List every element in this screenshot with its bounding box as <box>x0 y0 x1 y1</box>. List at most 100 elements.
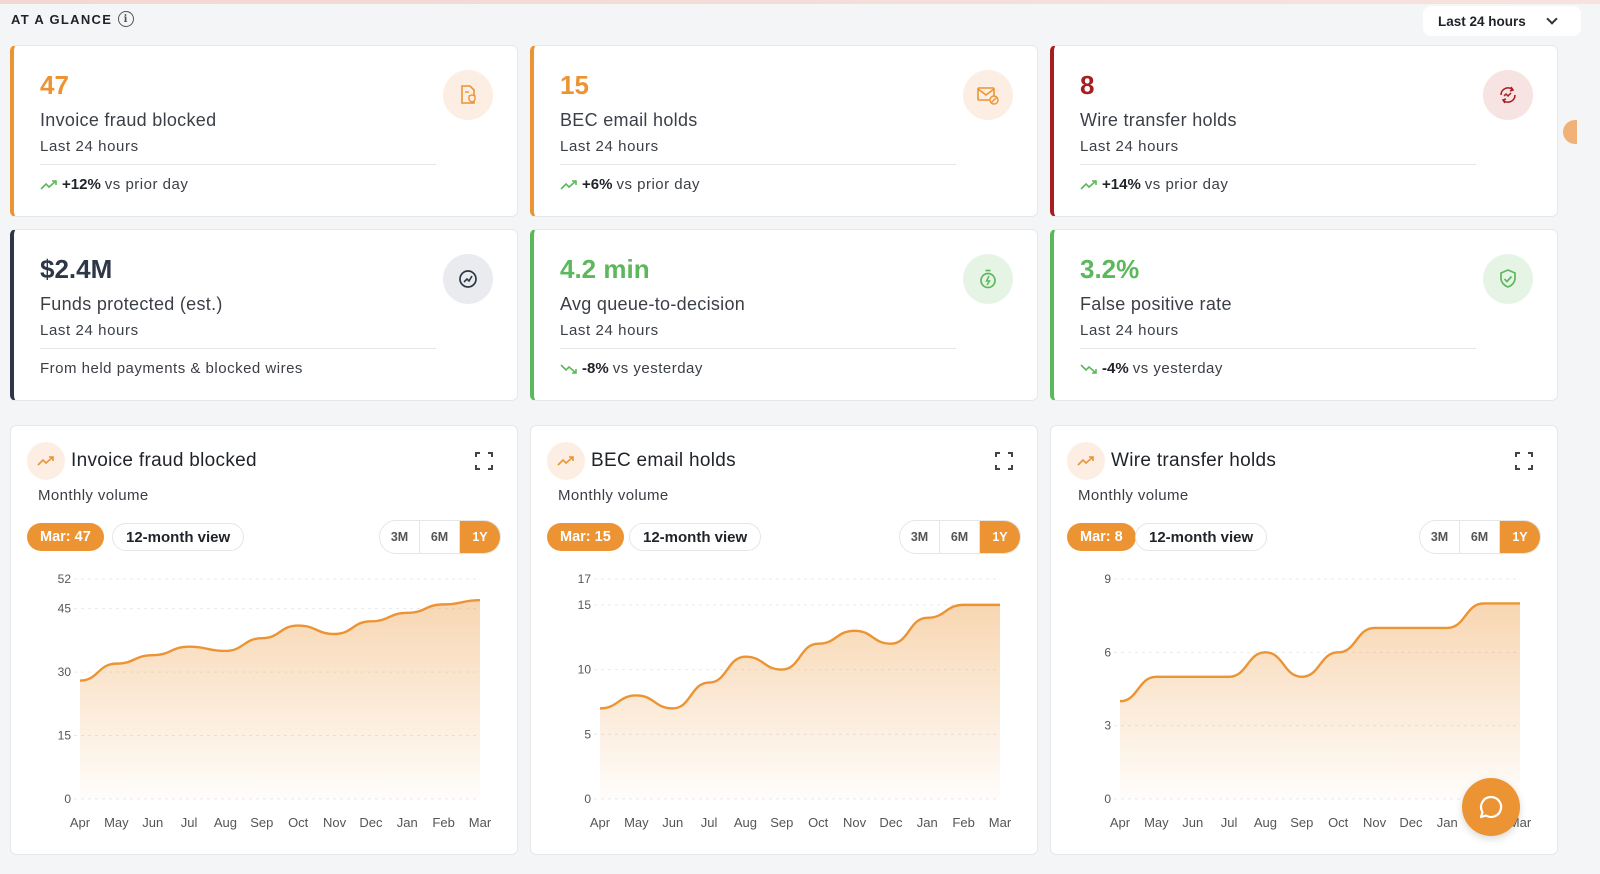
range-toggle: 3M 6M 1Y <box>1419 520 1541 554</box>
kpi-value: 8 <box>1080 70 1095 100</box>
trend-down-icon <box>1080 363 1097 374</box>
area-chart: 0369AprMayJunJulAugSepOctNovDecJanFebMar <box>1104 572 1532 830</box>
kpi-card-invoice-fraud[interactable]: 47 Invoice fraud blocked Last 24 hours +… <box>10 45 518 217</box>
view-pill: 12-month view <box>1135 523 1268 551</box>
chart-subtitle: Monthly volume <box>38 487 149 504</box>
divider <box>40 164 436 165</box>
kpi-value: 47 <box>40 70 69 100</box>
expand-icon[interactable] <box>1515 452 1533 470</box>
range-1y-button[interactable]: 1Y <box>1500 521 1540 553</box>
y-tick-label: 45 <box>58 602 72 616</box>
kpi-change: -8% <box>582 360 609 377</box>
trend-down-icon <box>560 363 577 374</box>
x-tick-label: Apr <box>590 815 611 830</box>
section-title-text: AT A GLANCE <box>11 11 113 27</box>
x-tick-label: Aug <box>214 815 237 830</box>
kpi-label: Funds protected (est.) <box>40 294 223 314</box>
x-tick-label: Nov <box>323 815 347 830</box>
kpi-period: Last 24 hours <box>560 322 659 339</box>
transfer-refresh-icon <box>1483 70 1533 120</box>
expand-icon[interactable] <box>995 452 1013 470</box>
y-tick-label: 17 <box>578 572 592 586</box>
y-tick-label: 15 <box>58 729 72 743</box>
trend-up-icon <box>1067 442 1105 480</box>
kpi-trend: +12% vs prior day <box>40 176 188 193</box>
range-1y-button[interactable]: 1Y <box>460 521 500 553</box>
kpi-card-funds-protected[interactable]: $2.4M Funds protected (est.) Last 24 hou… <box>10 229 518 401</box>
kpi-value: 4.2 min <box>560 254 650 284</box>
series-area <box>1120 603 1520 799</box>
chat-button[interactable] <box>1462 778 1520 836</box>
x-tick-label: Jul <box>181 815 198 830</box>
kpi-change-suffix: vs yesterday <box>612 360 703 377</box>
x-tick-label: Feb <box>952 815 974 830</box>
y-tick-label: 0 <box>64 792 71 806</box>
section-title: AT A GLANCE i <box>11 11 135 27</box>
x-tick-label: May <box>624 815 649 830</box>
current-value-pill: Mar: 8 <box>1067 523 1136 551</box>
range-6m-button[interactable]: 6M <box>1460 521 1500 553</box>
kpi-card-wire-transfer[interactable]: 8 Wire transfer holds Last 24 hours +14%… <box>1050 45 1558 217</box>
range-3m-button[interactable]: 3M <box>1420 521 1460 553</box>
range-6m-button[interactable]: 6M <box>420 521 460 553</box>
trend-up-icon <box>560 179 577 190</box>
range-1y-button[interactable]: 1Y <box>980 521 1020 553</box>
kpi-label: Wire transfer holds <box>1080 110 1237 130</box>
x-tick-label: Nov <box>843 815 867 830</box>
expand-icon[interactable] <box>475 452 493 470</box>
kpi-trend: -4% vs yesterday <box>1080 360 1223 377</box>
x-tick-label: May <box>104 815 129 830</box>
y-tick-label: 6 <box>1104 645 1111 659</box>
x-tick-label: Sep <box>770 815 793 830</box>
area-chart: 0 5 10 15 17 Apr May Jun Jul Aug Sep Oct Nov Dec Jan Fe… <box>578 572 1012 830</box>
shield-check-icon <box>1483 254 1533 304</box>
x-tick-label: Jan <box>917 815 938 830</box>
series-line <box>79 598 481 682</box>
x-tick-label: Mar <box>989 815 1012 830</box>
trend-up-icon <box>1080 179 1097 190</box>
y-tick-label: 3 <box>1104 719 1111 733</box>
kpi-card-bec-email[interactable]: 15 BEC email holds Last 24 hours +6% vs … <box>530 45 1038 217</box>
x-tick-label: Feb <box>432 815 454 830</box>
gauge-icon <box>443 254 493 304</box>
side-panel-handle[interactable] <box>1563 120 1577 144</box>
range-toggle: 3M 6M 1Y <box>899 520 1021 554</box>
kpi-card-queue-decision[interactable]: 4.2 min Avg queue-to-decision Last 24 ho… <box>530 229 1038 401</box>
x-tick-label: Aug <box>1254 815 1277 830</box>
divider <box>40 348 436 349</box>
kpi-change-suffix: vs prior day <box>104 176 189 193</box>
y-tick-label: 9 <box>1104 572 1111 586</box>
kpi-value: 15 <box>560 70 589 100</box>
kpi-trend: +14% vs prior day <box>1080 176 1228 193</box>
x-tick-label: Jul <box>1221 815 1238 830</box>
info-icon[interactable]: i <box>118 11 135 27</box>
trend-up-icon <box>40 179 57 190</box>
kpi-period: Last 24 hours <box>1080 138 1179 155</box>
kpi-period: Last 24 hours <box>40 138 139 155</box>
kpi-label: Avg queue-to-decision <box>560 294 746 314</box>
invoice-shield-icon <box>443 70 493 120</box>
x-tick-label: Jun <box>1182 815 1203 830</box>
kpi-change-suffix: vs prior day <box>616 176 700 193</box>
kpi-card-false-positive[interactable]: 3.2% False positive rate Last 24 hours -… <box>1050 229 1558 401</box>
range-3m-button[interactable]: 3M <box>900 521 940 553</box>
chart-subtitle: Monthly volume <box>1078 487 1189 504</box>
view-pill: 12-month view <box>629 523 762 551</box>
kpi-change-suffix: vs prior day <box>1144 176 1229 193</box>
divider <box>1080 348 1476 349</box>
kpi-value: 3.2% <box>1080 254 1140 284</box>
chart-title: Wire transfer holds <box>1111 450 1277 471</box>
x-tick-label: Jun <box>662 815 683 830</box>
range-6m-button[interactable]: 6M <box>940 521 980 553</box>
y-tick-label: 0 <box>584 792 591 806</box>
x-tick-label: Jan <box>1437 815 1458 830</box>
chat-icon <box>1479 795 1503 819</box>
kpi-change-suffix: vs yesterday <box>1132 360 1223 377</box>
kpi-value: $2.4M <box>40 254 113 284</box>
x-tick-label: May <box>1144 815 1169 830</box>
kpi-label: Invoice fraud blocked <box>40 110 217 130</box>
kpi-change: +12% <box>62 176 101 193</box>
range-3m-button[interactable]: 3M <box>380 521 420 553</box>
x-tick-label: Oct <box>288 815 309 830</box>
time-range-dropdown[interactable]: Last 24 hours <box>1423 6 1581 36</box>
